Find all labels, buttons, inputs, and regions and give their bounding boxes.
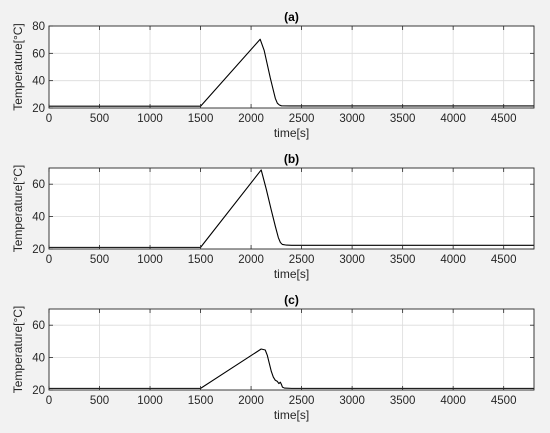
x-tick-label: 4000: [440, 254, 466, 266]
x-tick-label: 4500: [491, 395, 517, 407]
y-tick-label: 40: [32, 76, 45, 88]
x-tick-label: 0: [46, 254, 52, 266]
x-tick-label: 2000: [238, 113, 264, 125]
x-tick-label: 3000: [339, 395, 365, 407]
series-line-0: [49, 38, 534, 107]
x-tick-label: 2500: [289, 254, 315, 266]
subplot-1: 0 500 1000 1500 2000 2500 3000 3500 4000 4500 20 40…: [11, 152, 535, 281]
x-tick-label: 1000: [137, 113, 163, 125]
y-tick-label: 80: [32, 21, 45, 33]
x-tick-label: 4500: [491, 113, 517, 125]
series-line-0: [49, 348, 534, 389]
x-tick-label: 2000: [238, 395, 264, 407]
y-tick-label: 60: [32, 48, 45, 60]
y-axis-label: Temperature[°C]: [11, 306, 25, 394]
y-tick-label: 40: [32, 212, 45, 224]
x-tick-label: 2000: [238, 254, 264, 266]
x-tick-label: 1000: [137, 395, 163, 407]
y-tick-label: 60: [32, 320, 45, 332]
x-tick-label: 4000: [440, 395, 466, 407]
x-tick-label: 500: [90, 395, 109, 407]
x-tick-label: 500: [90, 113, 109, 125]
y-tick-label: 20: [32, 385, 45, 397]
axes-box: [48, 25, 535, 109]
chart-title: (a): [284, 10, 299, 24]
plot-area: [49, 168, 534, 249]
x-tick-label: 1500: [188, 395, 214, 407]
axes-box: [48, 167, 535, 250]
series-line-0: [49, 169, 534, 248]
x-tick-label: 3000: [339, 254, 365, 266]
x-tick-label: 1500: [188, 113, 214, 125]
plot-area: [49, 26, 534, 108]
x-tick-label: 1000: [137, 254, 163, 266]
y-axis-label: Temperature[°C]: [11, 23, 25, 111]
y-tick-label: 20: [32, 244, 45, 256]
x-tick-label: 3500: [390, 254, 416, 266]
x-tick-label: 500: [90, 254, 109, 266]
x-axis-label: time[s]: [274, 408, 309, 422]
x-tick-label: 0: [46, 395, 52, 407]
x-tick-label: 4500: [491, 254, 517, 266]
y-axis-label: Temperature[°C]: [11, 165, 25, 253]
chart-title: (b): [284, 152, 299, 166]
x-tick-label: 1500: [188, 254, 214, 266]
x-tick-label: 3000: [339, 113, 365, 125]
x-tick-label: 3500: [390, 395, 416, 407]
y-tick-label: 40: [32, 353, 45, 365]
plot-area: [49, 309, 534, 390]
axes-box: [48, 308, 535, 391]
x-tick-label: 0: [46, 113, 52, 125]
y-tick-label: 60: [32, 179, 45, 191]
x-tick-label: 3500: [390, 113, 416, 125]
x-tick-label: 2500: [289, 395, 315, 407]
x-tick-label: 4000: [440, 113, 466, 125]
y-tick-label: 20: [32, 103, 45, 115]
x-axis-label: time[s]: [274, 267, 309, 281]
subplot-2: 0 500 1000 1500 2000 2500 3000 3500 4000 4500 20 40…: [11, 293, 535, 422]
chart-title: (c): [284, 293, 299, 307]
x-axis-label: time[s]: [274, 126, 309, 140]
x-tick-label: 2500: [289, 113, 315, 125]
subplot-0: 0 500 1000 1500 2000 2500 3000 3500 4000 4500 20 40…: [11, 10, 535, 140]
